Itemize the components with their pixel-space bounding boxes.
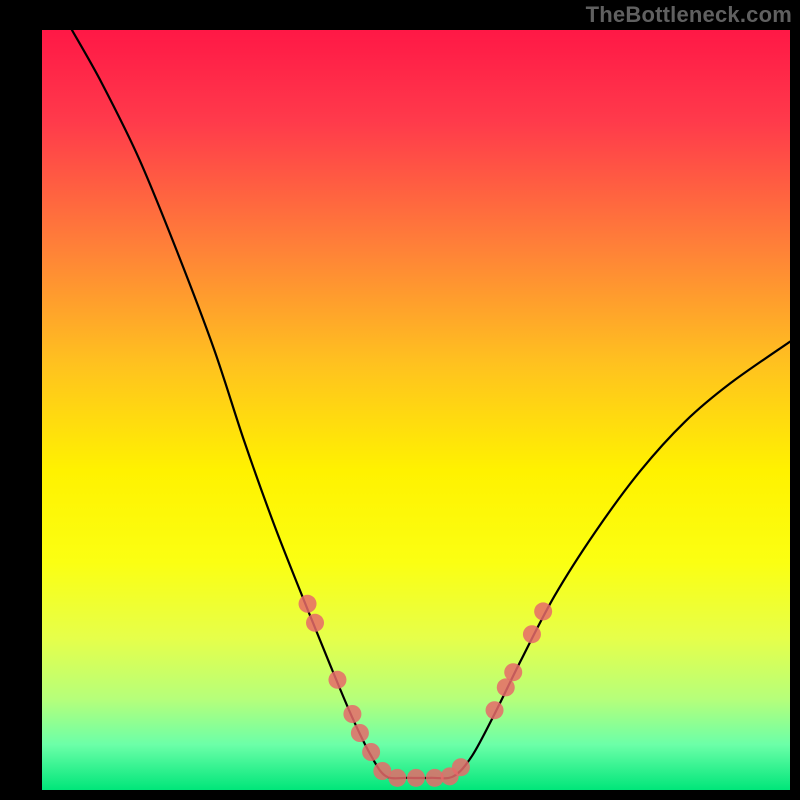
gradient-background — [42, 30, 790, 790]
marker-dot — [504, 663, 522, 681]
marker-dot — [523, 625, 541, 643]
marker-dot — [388, 769, 406, 787]
marker-dot — [328, 671, 346, 689]
marker-dot — [407, 769, 425, 787]
marker-dot — [486, 701, 504, 719]
watermark-text: TheBottleneck.com — [586, 2, 792, 28]
plot-area — [42, 30, 790, 790]
marker-dot — [452, 758, 470, 776]
marker-dot — [534, 602, 552, 620]
chart-svg — [42, 30, 790, 790]
marker-dot — [299, 595, 317, 613]
marker-dot — [343, 705, 361, 723]
figure-root: TheBottleneck.com — [0, 0, 800, 800]
marker-dot — [306, 614, 324, 632]
marker-dot — [351, 724, 369, 742]
marker-dot — [362, 743, 380, 761]
